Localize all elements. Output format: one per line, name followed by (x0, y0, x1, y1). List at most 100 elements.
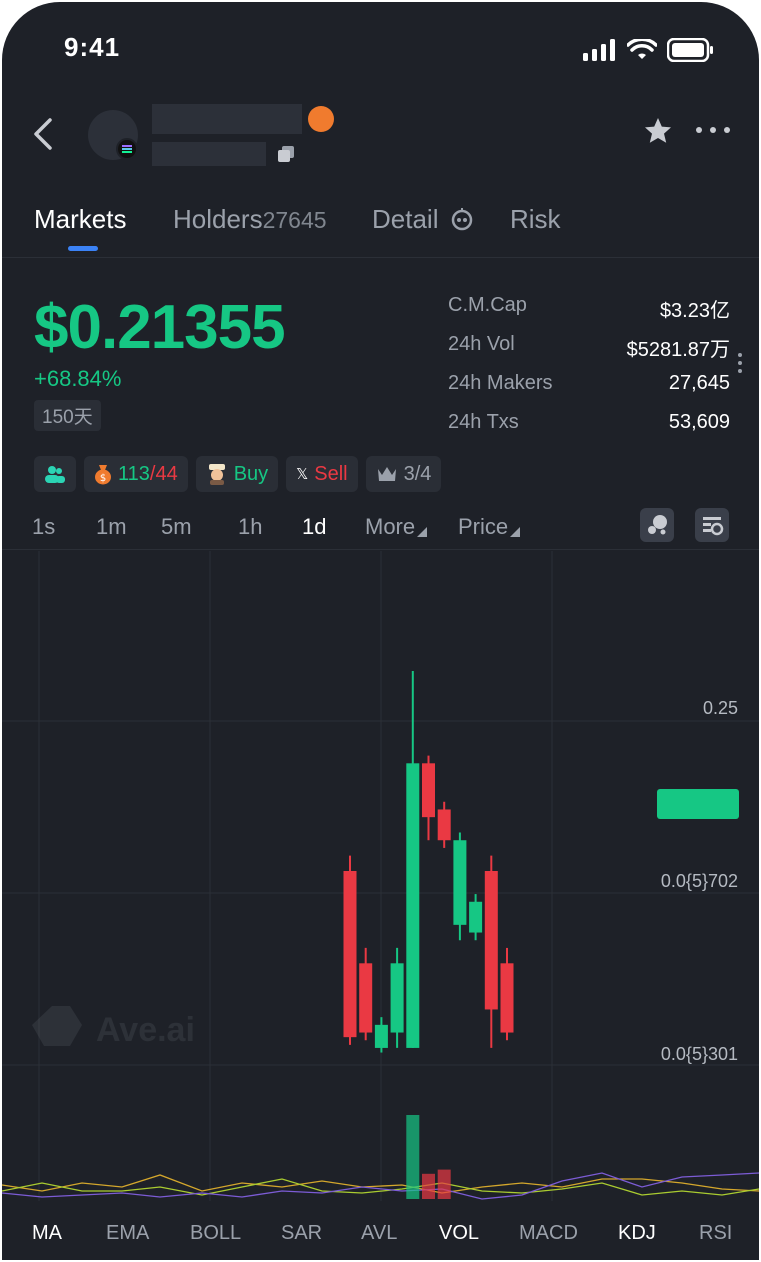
candle-body (390, 963, 404, 1033)
price-mode-dropdown[interactable]: Price (458, 514, 521, 540)
signal-icon (583, 39, 615, 61)
candle-body (500, 963, 514, 1033)
stats-more-icon[interactable] (737, 352, 743, 374)
current-price: $0.21355 (34, 293, 286, 362)
candles (343, 671, 514, 1053)
holders-count: 27645 (262, 207, 327, 233)
system-icons (583, 38, 715, 62)
candle-body (406, 763, 420, 1048)
y-axis-label: 0.0{5}301 (661, 1044, 738, 1064)
active-tab-indicator (68, 246, 98, 251)
stat-value: $3.23亿 (659, 300, 730, 322)
sell-label: Sell (314, 462, 348, 485)
tab-markets-label: Markets (34, 204, 127, 234)
svg-text:$: $ (100, 473, 106, 484)
sell-chip[interactable]: 𝕏 Sell (286, 456, 358, 492)
tab-risk[interactable]: Risk (510, 204, 561, 235)
volume-bars (406, 1115, 451, 1199)
interval-more-dropdown[interactable]: More (365, 514, 428, 540)
indicator-ma[interactable]: MA (32, 1222, 62, 1244)
market-stats: C.M.Cap $3.23亿 24h Vol $5281.87万 24h Maker… (448, 294, 730, 450)
crown-icon (377, 467, 396, 481)
dropdown-triangle-icon (417, 527, 428, 537)
current-price-marker (657, 789, 739, 819)
price-mode-label: Price (458, 514, 509, 539)
tab-holders[interactable]: Holders27645 (173, 204, 327, 235)
candle-body (484, 871, 498, 1010)
y-axis-label: 0.25 (703, 698, 738, 718)
candlestick-chart[interactable]: Ave.ai 0.25 0.0{5}702 0.0{5}301 (2, 551, 759, 1201)
stat-key: 24h Makers (448, 372, 553, 394)
stat-row: 24h Makers 27,645 (448, 372, 730, 411)
holders-group-chip[interactable] (34, 456, 76, 492)
indicator-boll[interactable]: BOLL (190, 1222, 242, 1244)
token-address-redacted (152, 142, 266, 166)
solana-chain-icon (116, 138, 138, 160)
sell-count: 44 (155, 462, 178, 485)
y-axis-label: 0.0{5}702 (661, 871, 738, 891)
favorite-star-icon[interactable] (643, 116, 673, 146)
interval-5m[interactable]: 5m (161, 514, 192, 539)
interval-1h[interactable]: 1h (238, 514, 263, 539)
robot-icon (451, 208, 472, 231)
buy-chip[interactable]: Buy (195, 456, 279, 492)
status-bar: 9:41 (2, 32, 759, 72)
stat-row: 24h Txs 53,609 (448, 411, 730, 450)
wifi-icon (627, 39, 657, 59)
tab-risk-label: Risk (510, 204, 561, 234)
trader-icon (208, 464, 225, 485)
interval-bar: 1s 1m 5m 1h 1d More Price (2, 510, 759, 550)
dropdown-triangle-icon (510, 527, 521, 537)
volume-bar (422, 1173, 435, 1199)
indicator-tabs: MA EMA BOLL SAR AVL VOL MACD KDJ RSI (2, 1206, 759, 1260)
interval-1m[interactable]: 1m (96, 514, 127, 539)
copy-icon[interactable] (276, 144, 296, 164)
token-header (2, 102, 759, 172)
money-bag-icon: $ (95, 465, 111, 485)
drawing-tool-button[interactable] (640, 508, 674, 542)
stat-value: $5281.87万 (626, 339, 730, 361)
volume-bar (406, 1115, 420, 1199)
tab-markets[interactable]: Markets (34, 204, 126, 235)
buy-label: Buy (233, 462, 269, 485)
watermark: Ave.ai (32, 1006, 195, 1049)
top-holders-value: 3/4 (403, 462, 432, 485)
token-name-redacted (152, 104, 302, 134)
indicator-kdj[interactable]: KDJ (618, 1222, 656, 1244)
status-time: 9:41 (64, 32, 121, 62)
buy-count: 113 (118, 462, 150, 485)
candle-body (422, 763, 435, 818)
candle-body (374, 1024, 388, 1048)
stat-value: 53,609 (668, 411, 730, 433)
back-arrow-icon[interactable] (30, 116, 56, 152)
indicator-avl[interactable]: AVL (361, 1222, 398, 1244)
token-tabs: Markets Holders27645 Detail Risk (2, 198, 759, 258)
trade-chips: $ 113/44 Buy 𝕏 Sell 3/4 (34, 456, 442, 492)
candle-body (343, 871, 357, 1038)
indicator-vol[interactable]: VOL (439, 1222, 480, 1244)
token-age-badge: 150天 (34, 400, 101, 431)
interval-1d[interactable]: 1d (302, 514, 327, 539)
candle-body (453, 840, 467, 925)
x-icon: 𝕏 (296, 466, 309, 483)
buy-sell-ratio-chip[interactable]: $ 113/44 (84, 456, 188, 492)
top-holders-chip[interactable]: 3/4 (365, 456, 442, 492)
stat-key: 24h Txs (448, 411, 519, 433)
indicator-ema[interactable]: EMA (106, 1222, 150, 1244)
indicator-rsi[interactable]: RSI (699, 1222, 733, 1244)
indicator-sar[interactable]: SAR (281, 1222, 323, 1244)
tab-detail[interactable]: Detail (372, 204, 474, 235)
ratio-separator: / (149, 462, 156, 485)
more-options-icon[interactable] (695, 122, 731, 138)
chart-settings-button[interactable] (695, 508, 729, 542)
stat-row: C.M.Cap $3.23亿 (448, 294, 730, 333)
interval-1s[interactable]: 1s (32, 514, 56, 539)
stat-row: 24h Vol $5281.87万 (448, 333, 730, 372)
chart-settings-icon (703, 517, 724, 536)
tab-holders-label: Holders (173, 204, 263, 234)
indicator-macd[interactable]: MACD (519, 1222, 578, 1244)
volume-bar (437, 1169, 451, 1199)
candle-body (469, 901, 483, 933)
token-emoji-icon (308, 106, 334, 132)
